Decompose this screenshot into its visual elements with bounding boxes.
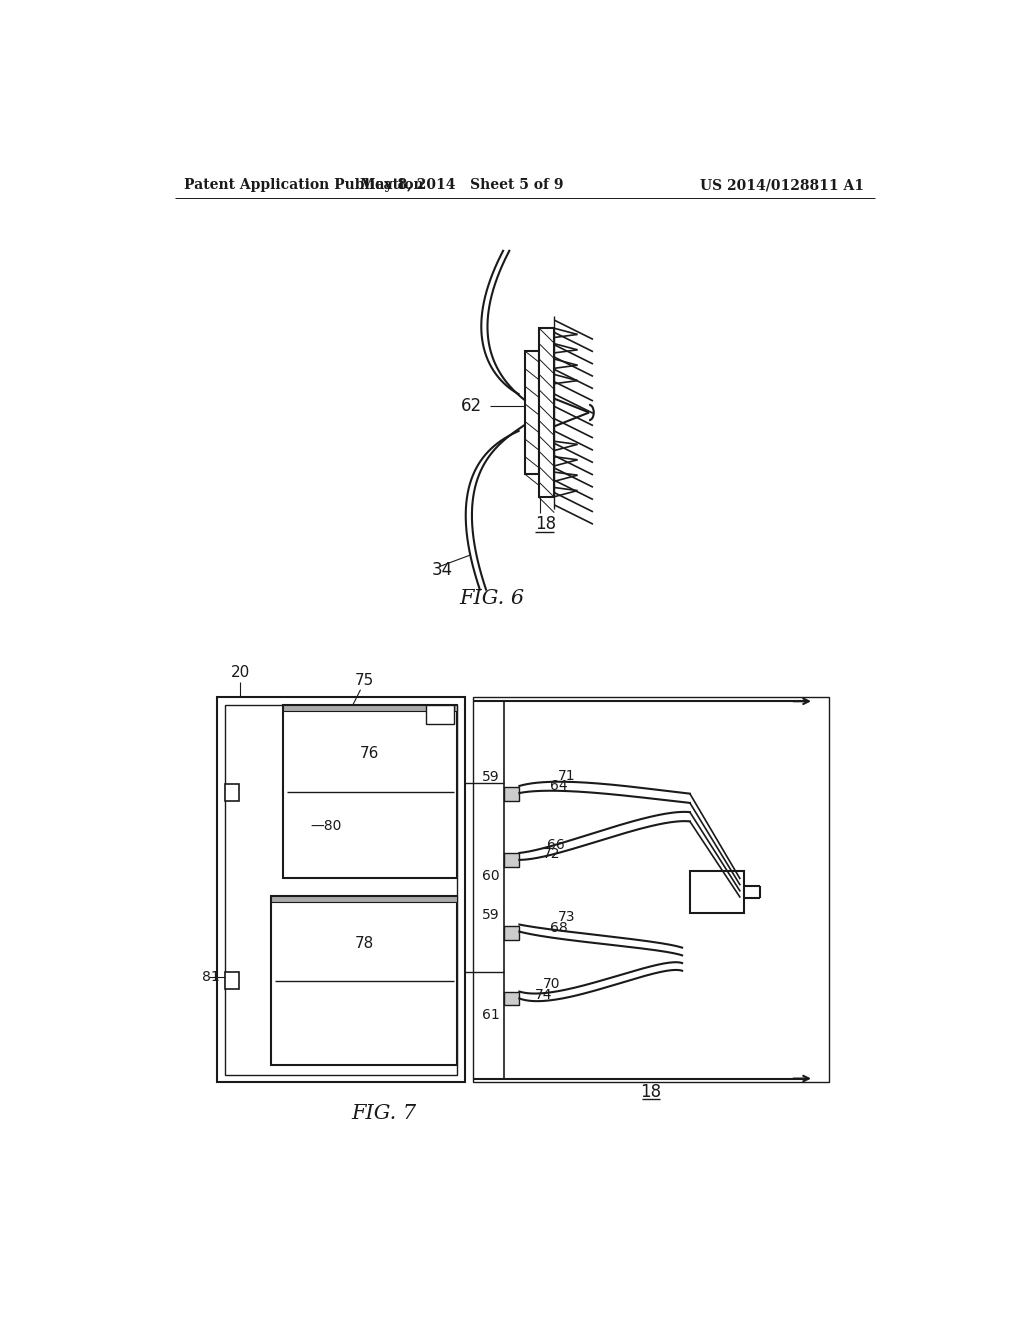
- Text: 70: 70: [543, 977, 560, 991]
- Text: 71: 71: [558, 770, 575, 783]
- Text: 59: 59: [482, 908, 500, 923]
- Text: FIG. 7: FIG. 7: [351, 1104, 417, 1123]
- Bar: [473, 697, 829, 1082]
- Text: 20: 20: [230, 665, 250, 681]
- Text: 72: 72: [543, 847, 560, 862]
- Text: 78: 78: [354, 936, 374, 950]
- Text: 73: 73: [558, 909, 575, 924]
- Bar: [283, 705, 458, 878]
- Bar: [283, 705, 458, 711]
- Text: —80: —80: [310, 820, 341, 833]
- Bar: [217, 697, 465, 1082]
- Bar: [271, 896, 458, 1065]
- Text: 34: 34: [432, 561, 453, 579]
- Bar: [225, 705, 458, 1074]
- Bar: [504, 927, 519, 940]
- Bar: [225, 784, 239, 800]
- Bar: [524, 351, 539, 474]
- Text: 59: 59: [482, 770, 500, 784]
- Text: 62: 62: [461, 397, 482, 416]
- Bar: [504, 853, 519, 867]
- Text: 68: 68: [550, 920, 568, 935]
- Bar: [504, 788, 519, 801]
- Bar: [504, 991, 519, 1006]
- Text: 74: 74: [535, 989, 552, 1002]
- Bar: [426, 705, 454, 725]
- Text: 18: 18: [641, 1084, 662, 1101]
- Text: 81: 81: [202, 970, 219, 983]
- Bar: [225, 973, 239, 989]
- Text: US 2014/0128811 A1: US 2014/0128811 A1: [700, 178, 864, 193]
- Bar: [539, 327, 554, 498]
- Text: 66: 66: [547, 838, 564, 853]
- Text: 76: 76: [360, 746, 380, 762]
- Text: May 8, 2014   Sheet 5 of 9: May 8, 2014 Sheet 5 of 9: [359, 178, 563, 193]
- Text: 18: 18: [535, 515, 556, 533]
- Text: FIG. 6: FIG. 6: [460, 589, 525, 609]
- Bar: [690, 871, 744, 913]
- Text: 61: 61: [482, 1007, 500, 1022]
- Text: 75: 75: [354, 673, 374, 688]
- Text: Patent Application Publication: Patent Application Publication: [183, 178, 424, 193]
- Text: 64: 64: [550, 779, 568, 793]
- Text: 60: 60: [482, 869, 500, 883]
- Bar: [271, 896, 458, 903]
